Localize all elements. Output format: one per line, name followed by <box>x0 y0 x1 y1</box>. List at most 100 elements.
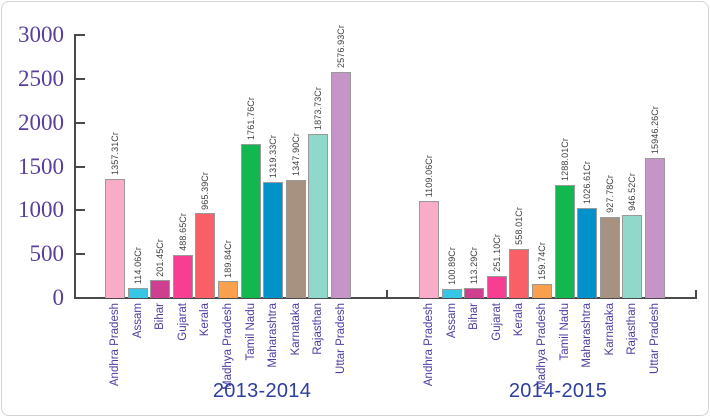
bar-tamil-nadu <box>240 143 261 298</box>
bar-maharashtra <box>263 182 284 298</box>
bar-column: 558.01Cr <box>509 35 530 298</box>
y-axis-tick <box>76 121 85 124</box>
x-axis-line <box>74 297 697 299</box>
x-axis-state-label: Maharashtra <box>581 303 594 368</box>
y-axis-tick <box>76 165 85 168</box>
bar-value-label: 1109.06Cr <box>424 154 434 197</box>
x-axis-state-label: Gujarat <box>490 303 503 341</box>
bar-andhra-pradesh <box>419 200 439 298</box>
bar-column: 927.78Cr <box>599 35 620 298</box>
bar-value-label: 189.84Cr <box>222 239 233 278</box>
bar-uttar-pradesh <box>330 72 351 298</box>
bar-madhya-pradesh <box>531 284 552 298</box>
bar-rajasthan <box>622 215 643 298</box>
bar-karnataka <box>285 179 306 298</box>
bar-column: 15946.26Cr <box>644 35 665 298</box>
bar-column: 1761.76Cr <box>240 35 261 298</box>
x-axis-state-label: Madhya Pradesh <box>221 303 234 390</box>
x-axis-state-label: Tamil Nadu <box>558 303 571 361</box>
y-axis-tick <box>76 297 85 299</box>
bar-value-label: 2576.93Cr <box>335 25 346 69</box>
bar-value-label: 1873.73Cr <box>313 86 324 130</box>
bar-kerala <box>195 213 216 298</box>
bar-bihar <box>150 280 171 298</box>
bar-column: 201.45Cr <box>150 35 171 298</box>
x-axis-state-label: Uttar Pradesh <box>648 303 661 374</box>
bar-value-label: 114.06Cr <box>132 246 143 285</box>
bar-value-label: 201.45Cr <box>155 238 166 277</box>
bar-assam <box>127 288 148 298</box>
bar-kerala <box>509 249 530 298</box>
bar-value-label: 1288.01Cr <box>559 138 570 182</box>
bar-column: 1347.90Cr <box>285 35 306 298</box>
y-axis-tick <box>76 34 85 36</box>
bar-column: 1873.73Cr <box>308 35 329 298</box>
bar-tamil-nadu <box>554 185 575 298</box>
bar-value-label: 159.74Cr <box>536 242 547 280</box>
bar-madhya-pradesh <box>217 281 238 298</box>
y-axis-tick-label: 2500 <box>18 65 64 91</box>
x-axis-state-label: Andhra Pradesh <box>423 303 435 387</box>
bar-uttar-pradesh <box>644 158 665 298</box>
bar-gujarat <box>486 276 507 298</box>
bar-column: 488.65Cr <box>172 35 193 298</box>
bar-column: 1319.33Cr <box>263 35 284 298</box>
bar-value-label: 1761.76Cr <box>245 96 256 140</box>
bar-column: 2576.93Cr <box>330 25 351 298</box>
bar-column: 1026.61Cr <box>577 35 598 298</box>
x-axis-state-label: Kerala <box>513 303 526 337</box>
x-axis-state-label: Assam <box>131 303 144 339</box>
x-axis-state-label: Karnataka <box>289 303 302 356</box>
bar-column: 946.52Cr <box>622 35 643 298</box>
bar-value-label: 15946.26Cr <box>649 106 660 155</box>
bar-column: 965.39Cr <box>195 35 216 298</box>
x-axis-state-label: Maharashtra <box>267 303 280 368</box>
y-axis-tick <box>76 209 85 212</box>
bar-assam <box>441 289 462 298</box>
bar-value-label: 1319.33Cr <box>268 135 279 179</box>
bar-value-label: 1347.90Cr <box>290 132 301 176</box>
bar-column: 114.06Cr <box>127 35 148 298</box>
x-axis-state-label: Assam <box>445 303 458 339</box>
y-axis-line <box>74 34 76 298</box>
bar-group-2014-2015: 1109.06Cr 100.89Cr 113.29Cr 251.10Cr 558.01C… <box>419 35 665 298</box>
x-axis-state-label: Kerala <box>199 303 212 337</box>
bar-value-label: 251.10Cr <box>491 234 502 272</box>
bar-column: 1357.31Cr <box>105 35 125 298</box>
x-axis-state-label: Bihar <box>468 303 481 330</box>
y-axis-tick-label: 1000 <box>18 197 64 223</box>
bar-column: 1109.06Cr <box>419 35 439 298</box>
y-axis-tick-label: 1500 <box>18 153 64 179</box>
x-axis-state-label: Rajasthan <box>312 303 325 355</box>
x-axis-state-label: Tamil Nadu <box>244 303 257 361</box>
y-axis-tick-label: 3000 <box>18 22 64 47</box>
x-axis-state-label: Bihar <box>154 303 167 330</box>
x-axis-state-label: Uttar Pradesh <box>334 303 347 374</box>
bar-andhra-pradesh <box>105 179 125 298</box>
y-axis-tick <box>76 77 85 80</box>
y-axis-tick <box>76 253 85 256</box>
bar-value-label: 965.39Cr <box>200 171 211 210</box>
x-axis-mid-tick <box>386 290 388 298</box>
bar-column: 100.89Cr <box>441 35 462 298</box>
x-axis-state-label: Madhya Pradesh <box>535 303 548 390</box>
bar-maharashtra <box>577 208 598 298</box>
x-axis-end-tick <box>695 290 697 298</box>
bar-value-label: 113.29Cr <box>469 246 480 285</box>
bar-column: 251.10Cr <box>486 35 507 298</box>
y-axis-tick-label: 500 <box>29 241 65 267</box>
x-axis-state-label: Rajasthan <box>626 303 639 355</box>
bar-value-label: 488.65Cr <box>177 213 188 252</box>
bar-rajasthan <box>308 133 329 298</box>
x-axis-state-label: Gujarat <box>176 303 189 341</box>
bar-group-2013-2014: 1357.31Cr 114.06Cr 201.45Cr 488.65Cr 965.39C… <box>105 25 351 298</box>
bar-value-label: 558.01Cr <box>514 207 525 246</box>
y-axis-tick-label: 2000 <box>18 109 64 135</box>
bar-value-label: 1026.61Cr <box>582 161 593 205</box>
bar-value-label: 927.78Cr <box>604 174 615 213</box>
x-axis-state-label: Andhra Pradesh <box>109 303 121 387</box>
bar-gujarat <box>172 255 193 298</box>
group-label-2014-2015: 2014-2015 <box>508 380 608 402</box>
